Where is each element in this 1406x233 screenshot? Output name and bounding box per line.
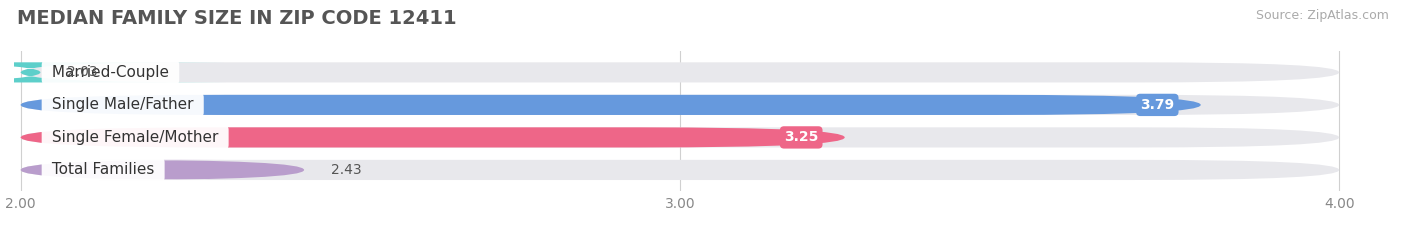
Text: Married-Couple: Married-Couple	[46, 65, 174, 80]
Text: Source: ZipAtlas.com: Source: ZipAtlas.com	[1256, 9, 1389, 22]
Text: Total Families: Total Families	[46, 162, 159, 177]
FancyBboxPatch shape	[0, 62, 225, 82]
FancyBboxPatch shape	[21, 160, 304, 180]
Text: Single Female/Mother: Single Female/Mother	[46, 130, 224, 145]
FancyBboxPatch shape	[21, 95, 1339, 115]
FancyBboxPatch shape	[21, 95, 1201, 115]
Text: Single Male/Father: Single Male/Father	[46, 97, 198, 112]
FancyBboxPatch shape	[21, 127, 1339, 147]
Text: MEDIAN FAMILY SIZE IN ZIP CODE 12411: MEDIAN FAMILY SIZE IN ZIP CODE 12411	[17, 9, 457, 28]
FancyBboxPatch shape	[21, 62, 1339, 82]
Text: 3.25: 3.25	[785, 130, 818, 144]
Text: 3.79: 3.79	[1140, 98, 1174, 112]
Text: 2.43: 2.43	[330, 163, 361, 177]
FancyBboxPatch shape	[21, 160, 1339, 180]
FancyBboxPatch shape	[21, 127, 845, 147]
Text: 2.03: 2.03	[67, 65, 97, 79]
